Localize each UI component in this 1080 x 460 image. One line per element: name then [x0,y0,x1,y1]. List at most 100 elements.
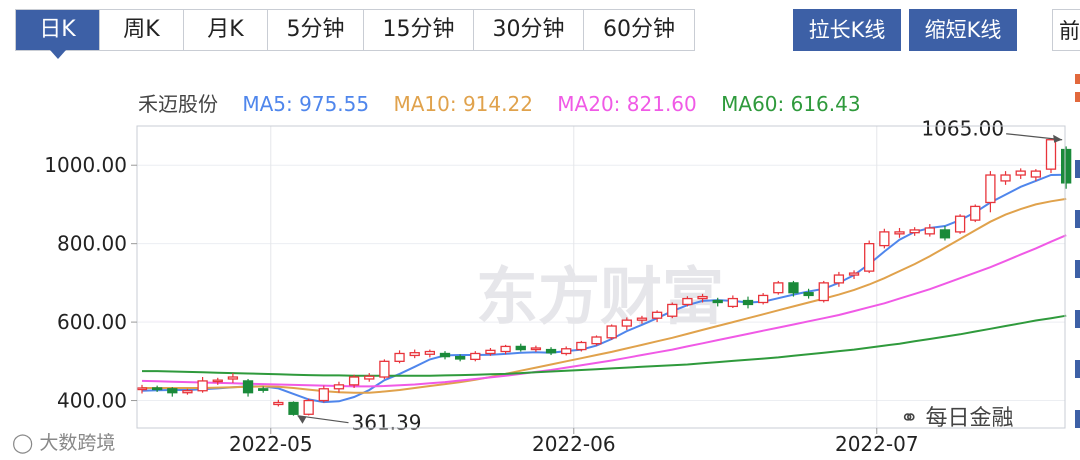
candle-up [500,345,511,353]
candle-down [788,282,799,294]
candle-up [273,401,284,406]
tab-15min[interactable]: 15分钟 [364,10,474,50]
right-strip-mark [1075,160,1080,178]
chat-bubble-icon: ◯ [12,432,34,454]
legend-ma5: MA5: 975.55 [242,92,370,116]
grid-lines [137,126,1065,428]
candle-up [864,243,875,272]
y-tick-label: 1000.00 [44,153,127,177]
candle-up [818,282,829,302]
watermark-left-text: 大数跨境 [39,432,116,454]
candle-up [1000,174,1011,182]
candle-up [212,379,223,383]
candle-up [924,227,935,235]
x-tick-label: 2022-06 [532,432,616,456]
y-tick-label: 600.00 [57,310,127,334]
candle-up [348,376,360,386]
candle-up [364,375,375,380]
candle-up [197,380,208,392]
candle-up [182,390,193,394]
watermark-right: ⚭ 每日金融 [900,400,1013,432]
x-axis: 2022-05 2022-06 2022-07 [229,428,919,456]
low-callout-arrow [297,415,307,424]
candle-up [985,174,996,204]
candle-down [712,299,723,304]
tab-day-k[interactable]: 日K [16,10,100,59]
candle-up [333,384,345,390]
candle-up [424,350,436,355]
tab-60min[interactable]: 60分钟 [584,10,694,50]
right-strip-mark [1075,210,1080,228]
ma-legend: 禾迈股份 MA5: 975.55 MA10: 914.22 MA20: 821.… [138,88,879,117]
legend-ma20: MA20: 821.60 [557,92,697,116]
candle-up [606,325,617,339]
legend-ma10: MA10: 914.22 [393,92,533,116]
candle-down [167,388,178,394]
candle-up [318,388,329,402]
legend-ma60: MA60: 616.43 [721,92,861,116]
ma-line-ma60 [142,314,1067,377]
right-strip-mark [1075,74,1080,84]
previous-button[interactable]: 前 [1052,9,1080,51]
watermark-right-text: 每日金融 [925,406,1014,431]
candle-up [227,376,239,380]
candle-down [742,299,754,306]
candle-up [530,347,542,351]
high-callout-line [1006,133,1063,141]
candle-down [803,292,814,297]
candle-down [151,387,163,391]
candle-up [621,319,632,327]
candle-down [939,229,951,239]
ma-line-ma20 [141,234,1067,388]
candle-up [758,294,769,304]
candle-down [288,401,299,415]
candle-up [1030,170,1041,178]
candle-up [576,341,587,351]
candle-up [303,399,314,415]
x-tick-label: 2022-05 [229,432,313,456]
right-side-panel-edge [1075,70,1080,460]
high-price-label: 1065.00 [921,117,1004,141]
right-strip-mark [1075,360,1080,378]
annotations: 1065.00 361.39 [297,117,1063,435]
candle-up [727,297,738,308]
y-tick-label: 800.00 [57,232,127,256]
low-price-label: 361.39 [352,411,422,435]
candle-up [1045,139,1057,170]
candle-down [545,348,557,354]
watermark-center: 东方财富 [476,260,724,333]
candle-up [879,231,890,247]
ma-line-ma10 [142,197,1067,394]
candle-down [242,380,254,394]
candle-up [667,303,678,317]
right-strip-mark [1075,410,1080,428]
candle-up [909,229,920,234]
y-axis: 400.00 600.00 800.00 1000.00 [44,153,137,413]
candle-up [954,215,966,233]
candle-up [651,311,663,319]
x-tick-label: 2022-07 [835,432,919,456]
watermark-left: ◯ 大数跨境 [12,428,115,455]
stretch-k-button[interactable]: 拉长K线 [793,9,901,51]
candle-up [379,360,390,378]
candle-up [470,352,481,361]
tab-week-k[interactable]: 周K [100,10,184,50]
period-tabs: 日K 周K 月K 5分钟 15分钟 30分钟 60分钟 [15,9,695,59]
candle-up [591,336,602,345]
plot-frame [136,125,1066,429]
candle-up [1015,170,1026,176]
y-tick-label: 400.00 [57,389,127,413]
tab-month-k[interactable]: 月K [184,10,268,50]
candle-down [515,345,526,351]
candle-up [970,205,981,221]
shrink-k-button[interactable]: 缩短K线 [909,9,1017,51]
right-strip-mark [1075,92,1080,102]
right-strip-mark [1075,310,1080,328]
tab-30min[interactable]: 30分钟 [474,10,584,50]
candle-up [682,297,693,306]
candle-down [454,355,466,360]
candle-up [485,349,496,355]
candle-up [773,282,784,294]
tab-5min[interactable]: 5分钟 [268,10,364,50]
candle-up [697,295,708,300]
